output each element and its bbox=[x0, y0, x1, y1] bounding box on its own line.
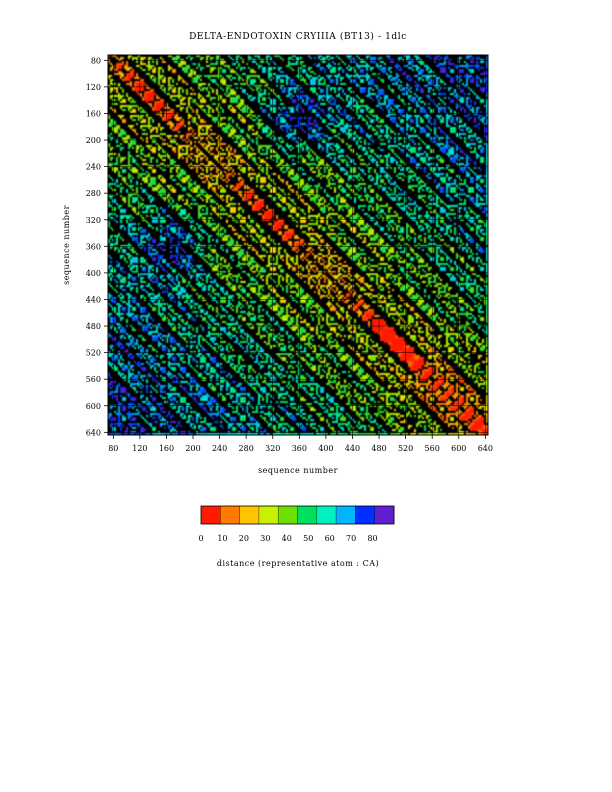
colorbar-swatch bbox=[278, 506, 298, 524]
heatmap-plot: 80 120 160 200 240 280 320 360 400 440 480 520 560 60… bbox=[86, 54, 493, 453]
y-tick-label: 240 bbox=[86, 163, 101, 172]
colorbar-tick-label: 70 bbox=[346, 534, 356, 543]
colorbar-swatch bbox=[297, 506, 318, 524]
colorbar: 0 10 20 30 40 50 60 70 80 distance (representati… bbox=[198, 505, 395, 568]
colorbar-label: distance (representative atom : CA) bbox=[217, 559, 379, 568]
x-tick-label: 120 bbox=[132, 444, 147, 453]
x-axis-label: sequence number bbox=[258, 466, 338, 475]
colorbar-swatches bbox=[201, 506, 395, 524]
x-tick-label: 480 bbox=[371, 444, 386, 453]
colorbar-frame bbox=[200, 505, 395, 525]
colorbar-tick-label: 60 bbox=[325, 534, 335, 543]
y-tick-label: 640 bbox=[86, 428, 101, 437]
colorbar-tick-label: 40 bbox=[282, 534, 292, 543]
colorbar-swatch bbox=[258, 506, 279, 524]
colorbar-swatch bbox=[239, 506, 260, 524]
chart-title: DELTA-ENDOTOXIN CRYIIIA (BT13) - 1dlc bbox=[189, 31, 407, 42]
plot-frame bbox=[107, 54, 489, 436]
colorbar-swatch bbox=[220, 506, 240, 524]
x-axis-ticks: 80 120 160 200 240 280 320 360 400 440 480 520 560 60… bbox=[108, 435, 493, 453]
colorbar-tick-label: 50 bbox=[303, 534, 313, 543]
colorbar-swatch bbox=[336, 506, 356, 524]
x-tick-label: 520 bbox=[398, 444, 413, 453]
x-tick-label: 400 bbox=[318, 444, 333, 453]
y-tick-label: 120 bbox=[86, 83, 101, 92]
y-tick-label: 560 bbox=[86, 375, 101, 384]
colorbar-tick-label: 30 bbox=[260, 534, 270, 543]
colorbar-tick-label: 80 bbox=[367, 534, 377, 543]
colorbar-swatch bbox=[355, 506, 376, 524]
y-tick-label: 400 bbox=[86, 269, 101, 278]
x-tick-label: 280 bbox=[239, 444, 254, 453]
y-tick-label: 360 bbox=[86, 242, 101, 251]
x-tick-label: 200 bbox=[185, 444, 200, 453]
y-tick-label: 440 bbox=[86, 295, 101, 304]
y-axis-label: sequence number bbox=[62, 205, 71, 285]
colorbar-tick-label: 20 bbox=[239, 534, 249, 543]
y-tick-label: 160 bbox=[86, 109, 101, 118]
distance-heatmap bbox=[108, 55, 488, 435]
colorbar-swatch bbox=[316, 506, 337, 524]
x-tick-label: 440 bbox=[345, 444, 360, 453]
y-tick-label: 320 bbox=[86, 216, 101, 225]
x-tick-label: 360 bbox=[292, 444, 307, 453]
y-tick-label: 480 bbox=[86, 322, 101, 331]
colorbar-ticks: 0 10 20 30 40 50 60 70 80 bbox=[198, 534, 377, 543]
y-tick-label: 80 bbox=[91, 56, 101, 65]
y-tick-label: 200 bbox=[86, 136, 101, 145]
x-tick-label: 240 bbox=[212, 444, 227, 453]
x-tick-label: 560 bbox=[425, 444, 440, 453]
y-tick-label: 280 bbox=[86, 189, 101, 198]
colorbar-swatch bbox=[374, 506, 395, 524]
x-tick-label: 600 bbox=[451, 444, 466, 453]
x-tick-label: 320 bbox=[265, 444, 280, 453]
colorbar-swatch bbox=[201, 506, 221, 524]
y-tick-label: 520 bbox=[86, 349, 101, 358]
colorbar-tick-label: 0 bbox=[198, 534, 203, 543]
x-tick-label: 640 bbox=[478, 444, 493, 453]
x-tick-label: 160 bbox=[159, 444, 174, 453]
y-axis-ticks: 80 120 160 200 240 280 320 360 400 440 480 520 560 60… bbox=[86, 56, 108, 437]
grid-lines bbox=[108, 55, 488, 435]
y-tick-label: 600 bbox=[86, 402, 101, 411]
colorbar-tick-label: 10 bbox=[217, 534, 227, 543]
x-tick-label: 80 bbox=[108, 444, 118, 453]
